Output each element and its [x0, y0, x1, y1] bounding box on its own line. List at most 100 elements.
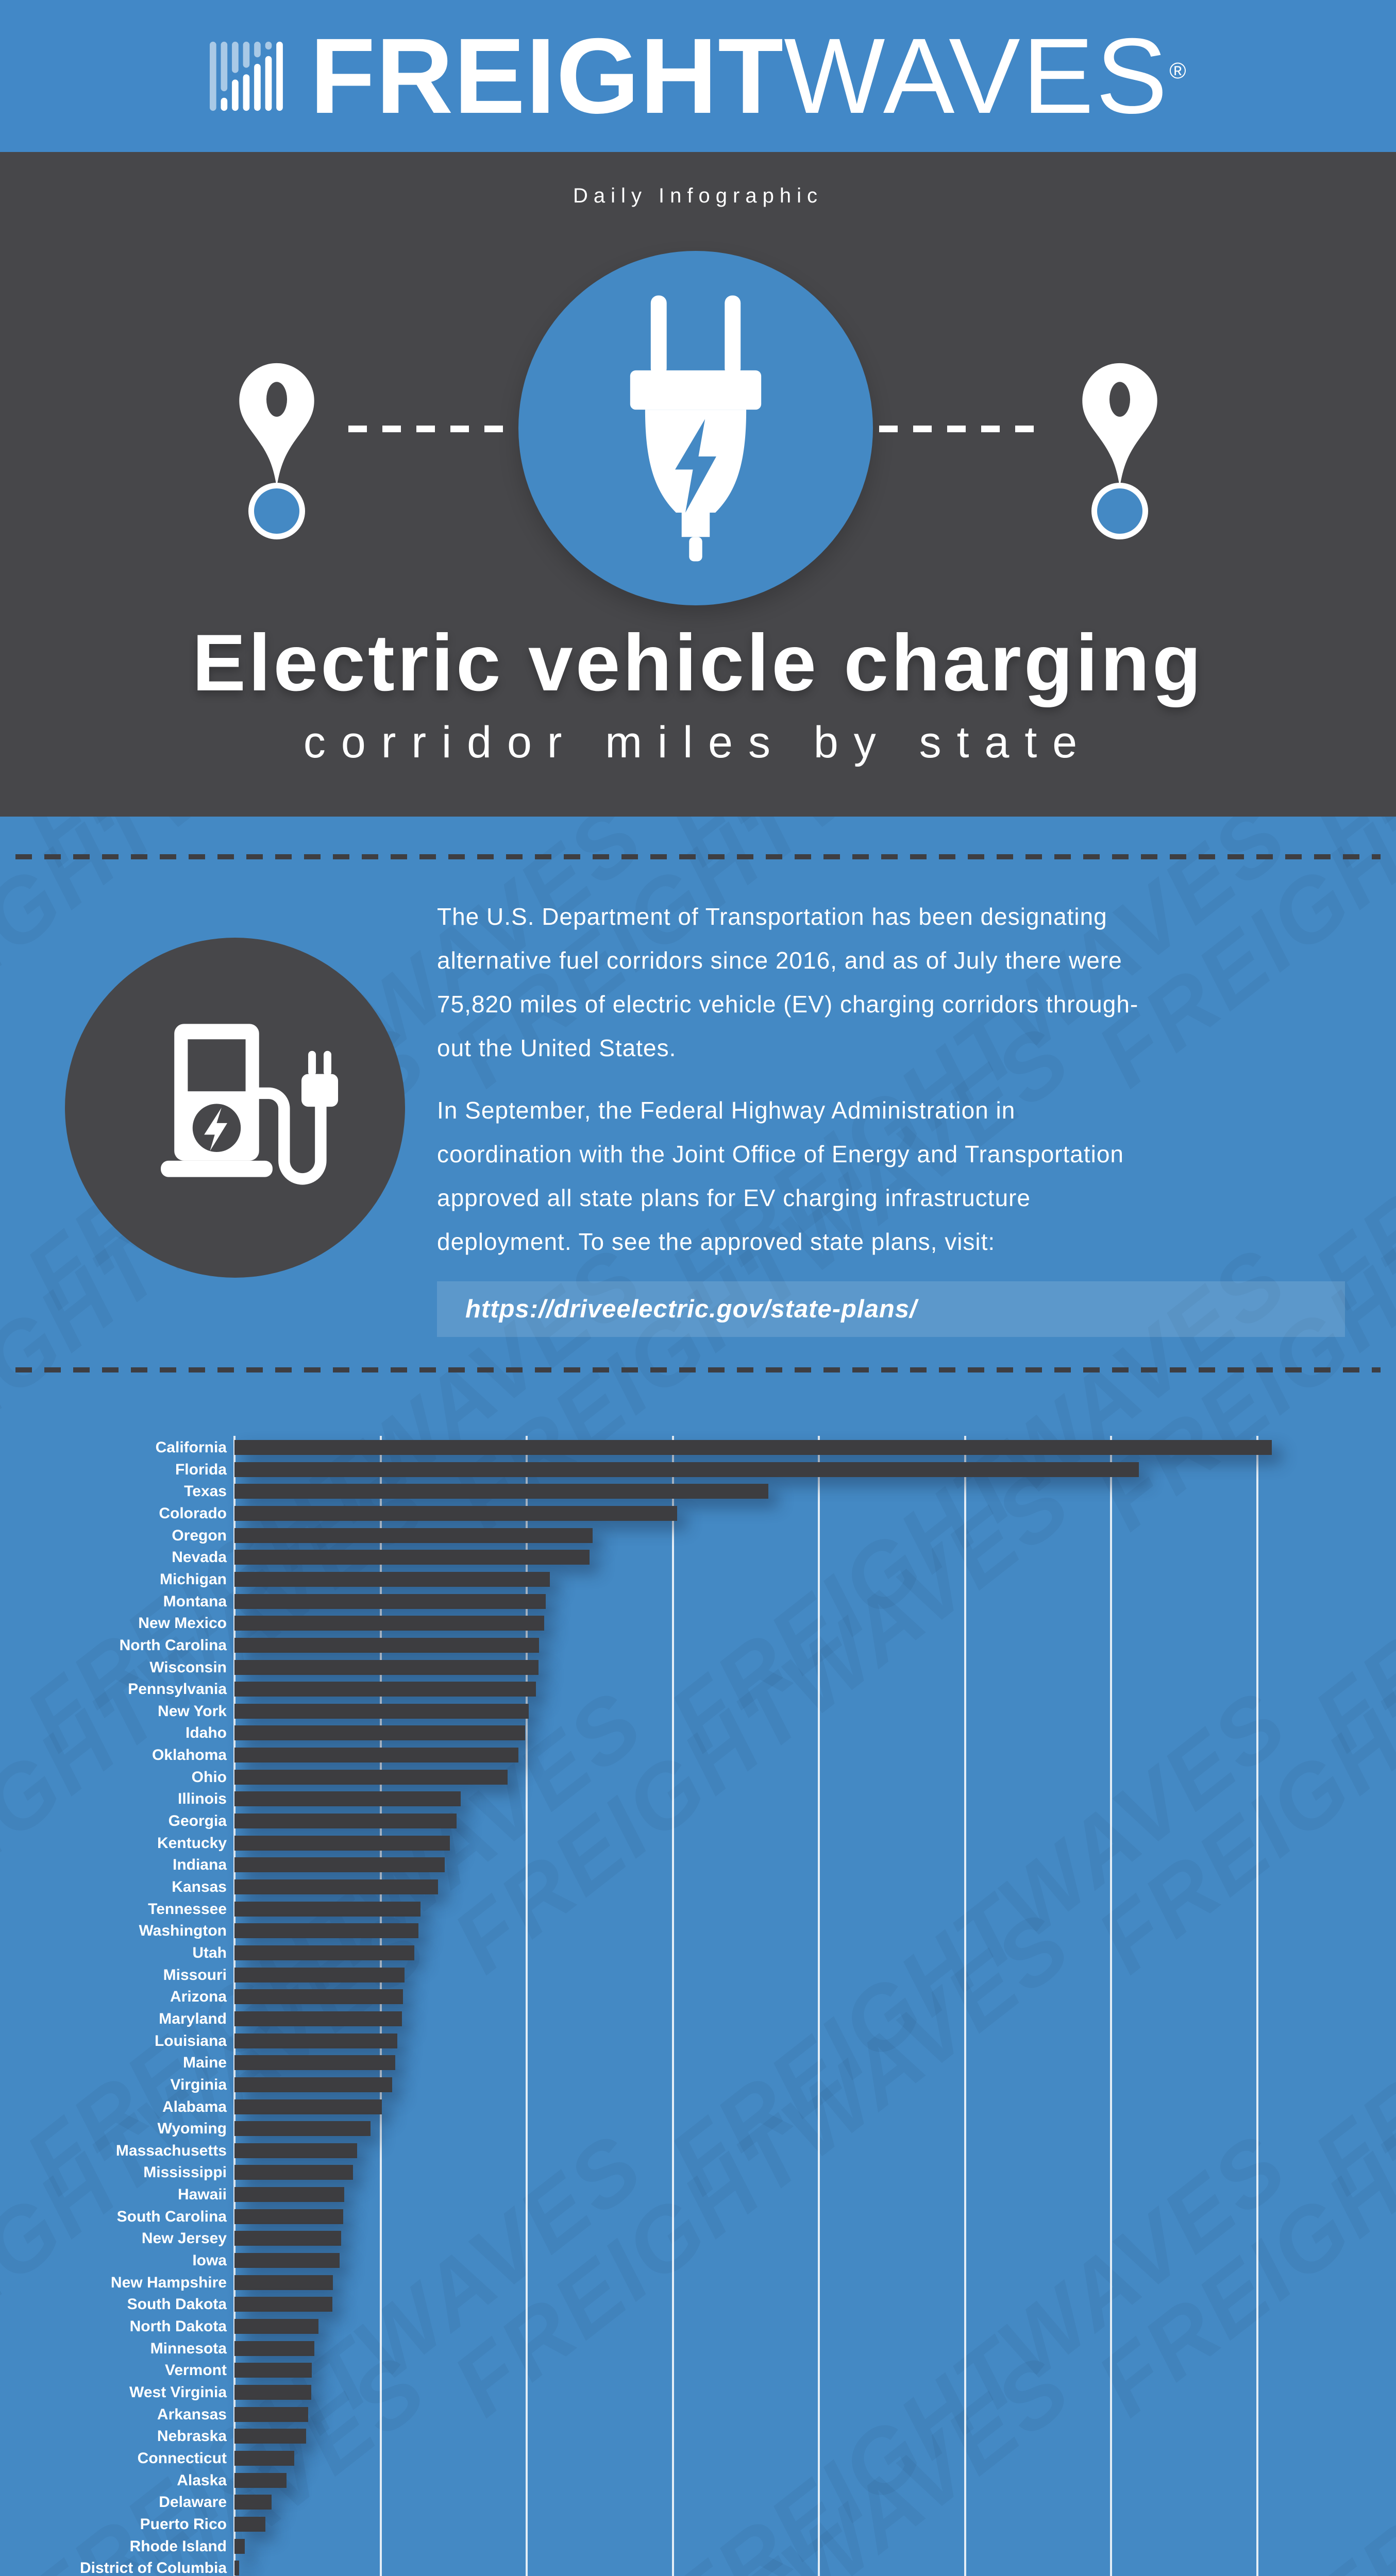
state-label: Missouri: [163, 1966, 227, 1984]
state-label: North Carolina: [119, 1636, 227, 1654]
watermark-text: FREIGHTWAVES: [1296, 2114, 1396, 2576]
state-label: District of Columbia: [79, 2560, 227, 2576]
brand-wordmark: FREIGHTWAVES®: [310, 23, 1186, 130]
page-subtitle: corridor miles by state: [303, 718, 1093, 767]
pin-base-circle: [1091, 483, 1148, 539]
state-label: Virginia: [170, 2076, 227, 2093]
chart-bar: [234, 2495, 272, 2510]
state-label: New Jersey: [141, 2230, 227, 2247]
chart-bar: [234, 2429, 306, 2444]
chart-bar: [234, 2143, 358, 2158]
chart-bar: [234, 1505, 677, 1521]
paragraph-line: out the United States.: [437, 1035, 677, 1061]
chart-bar: [234, 1814, 457, 1829]
state-label: Utah: [192, 1944, 227, 1961]
chart-bar: [234, 2121, 371, 2137]
chart-bar: [234, 1945, 414, 1960]
chart-bar: [234, 1703, 529, 1719]
grid-line: [526, 1436, 528, 2576]
state-plans-link[interactable]: https://driveelectric.gov/state-plans/: [437, 1281, 1345, 1337]
state-label: Wyoming: [157, 2120, 227, 2138]
chart-bar: [234, 2297, 332, 2312]
chart-bar: [234, 2099, 382, 2114]
state-label: Maryland: [159, 2010, 227, 2027]
chart-bar: [234, 1440, 1272, 1455]
state-label: Vermont: [164, 2362, 227, 2379]
state-label: New Mexico: [138, 1615, 227, 1632]
state-label: Georgia: [168, 1812, 227, 1830]
state-label: Mississippi: [143, 2164, 227, 2181]
chart-bar: [234, 1616, 545, 1631]
state-label: Oregon: [172, 1527, 227, 1544]
paragraph-line: The U.S. Department of Transportation ha…: [437, 903, 1107, 930]
link-url-text[interactable]: https://driveelectric.gov/state-plans/: [465, 1295, 917, 1323]
chart-bar: [234, 2516, 265, 2532]
state-label: Maine: [182, 2054, 227, 2072]
chart-bar: [234, 2406, 309, 2422]
state-label: North Dakota: [129, 2318, 227, 2335]
state-label: West Virginia: [129, 2383, 227, 2401]
state-label: Ohio: [191, 1768, 227, 1786]
paragraph-line: approved all state plans for EV charging…: [437, 1184, 1031, 1211]
watermark-text: FREIGHTWAVES: [434, 2335, 1091, 2576]
chart-bar: [234, 2011, 402, 2026]
state-label: South Carolina: [116, 2208, 227, 2225]
map-pin-icon: [1063, 360, 1177, 540]
watermark-text: FREIGHTWAVES: [1079, 1450, 1396, 1992]
state-label: Indiana: [172, 1856, 227, 1874]
intro-paragraph-1: The U.S. Department of Transportation ha…: [437, 903, 1282, 1078]
chart-bar: [234, 1637, 540, 1653]
watermark-text: FREIGHTWAVES: [1079, 1893, 1396, 2435]
chart-bar: [234, 1879, 439, 1894]
chart-bar: [234, 1989, 403, 2005]
watermark-text: FREIGHTWAVES: [651, 2114, 1306, 2576]
brand-light-text: WAVES: [784, 16, 1170, 136]
state-label: Michigan: [159, 1570, 227, 1588]
state-label: Iowa: [192, 2252, 227, 2269]
chart-bar: [234, 1857, 445, 1873]
state-label: Kansas: [172, 1878, 227, 1895]
page-title: Electric vehicle charging: [192, 618, 1204, 708]
state-label: Illinois: [177, 1790, 227, 1808]
dashed-divider: [15, 1367, 1381, 1372]
chart-bar: [234, 1462, 1139, 1477]
state-label: Oklahoma: [152, 1747, 227, 1764]
chart-bar: [234, 2077, 393, 2092]
chart-bar: [234, 2538, 245, 2554]
state-label: South Dakota: [127, 2296, 227, 2313]
chart-bar: [234, 2209, 344, 2224]
state-label: Washington: [139, 1922, 227, 1940]
chart-bar: [234, 2363, 312, 2378]
paragraph-line: coordination with the Joint Office of En…: [437, 1141, 1124, 1167]
chart-bar: [234, 2231, 341, 2246]
watermark-text: FREIGHTWAVES: [651, 2556, 1307, 2576]
grid-line: [1110, 1436, 1112, 2576]
chart-bar: [234, 1923, 419, 1939]
ev-charger-badge: [65, 938, 405, 1278]
paragraph-line: alternative fuel corridors since 2016, a…: [437, 947, 1122, 974]
freightwaves-bars-icon: [210, 41, 283, 111]
watermark-text: FREIGHTWAVES: [1295, 2556, 1396, 2576]
chart-bar: [234, 1769, 508, 1785]
watermark-text: FREIGHTWAVES: [651, 1671, 1306, 2214]
paragraph-line: In September, the Federal Highway Admini…: [437, 1097, 1016, 1124]
state-label: Connecticut: [137, 2449, 227, 2467]
chart-bar: [234, 2341, 314, 2356]
chart-bar: [234, 1594, 546, 1609]
state-label: New York: [158, 1702, 227, 1720]
plug-icon: [630, 295, 762, 561]
chart-bar: [234, 1550, 590, 1565]
chart-bar: [234, 2253, 340, 2268]
chart-bar: [234, 1725, 526, 1741]
state-label: Rhode Island: [129, 2537, 227, 2555]
state-label: Florida: [175, 1461, 227, 1478]
grid-line: [964, 1436, 966, 2576]
chart-bar: [234, 2561, 239, 2576]
state-label: Nevada: [172, 1549, 227, 1566]
paragraph-line: 75,820 miles of electric vehicle (EV) ch…: [437, 991, 1139, 1018]
state-label: Colorado: [159, 1504, 227, 1522]
watermark-text: FREIGHTWAVES: [435, 1893, 1090, 2435]
chart-bar: [234, 2472, 287, 2488]
chart-bar: [234, 2450, 295, 2466]
